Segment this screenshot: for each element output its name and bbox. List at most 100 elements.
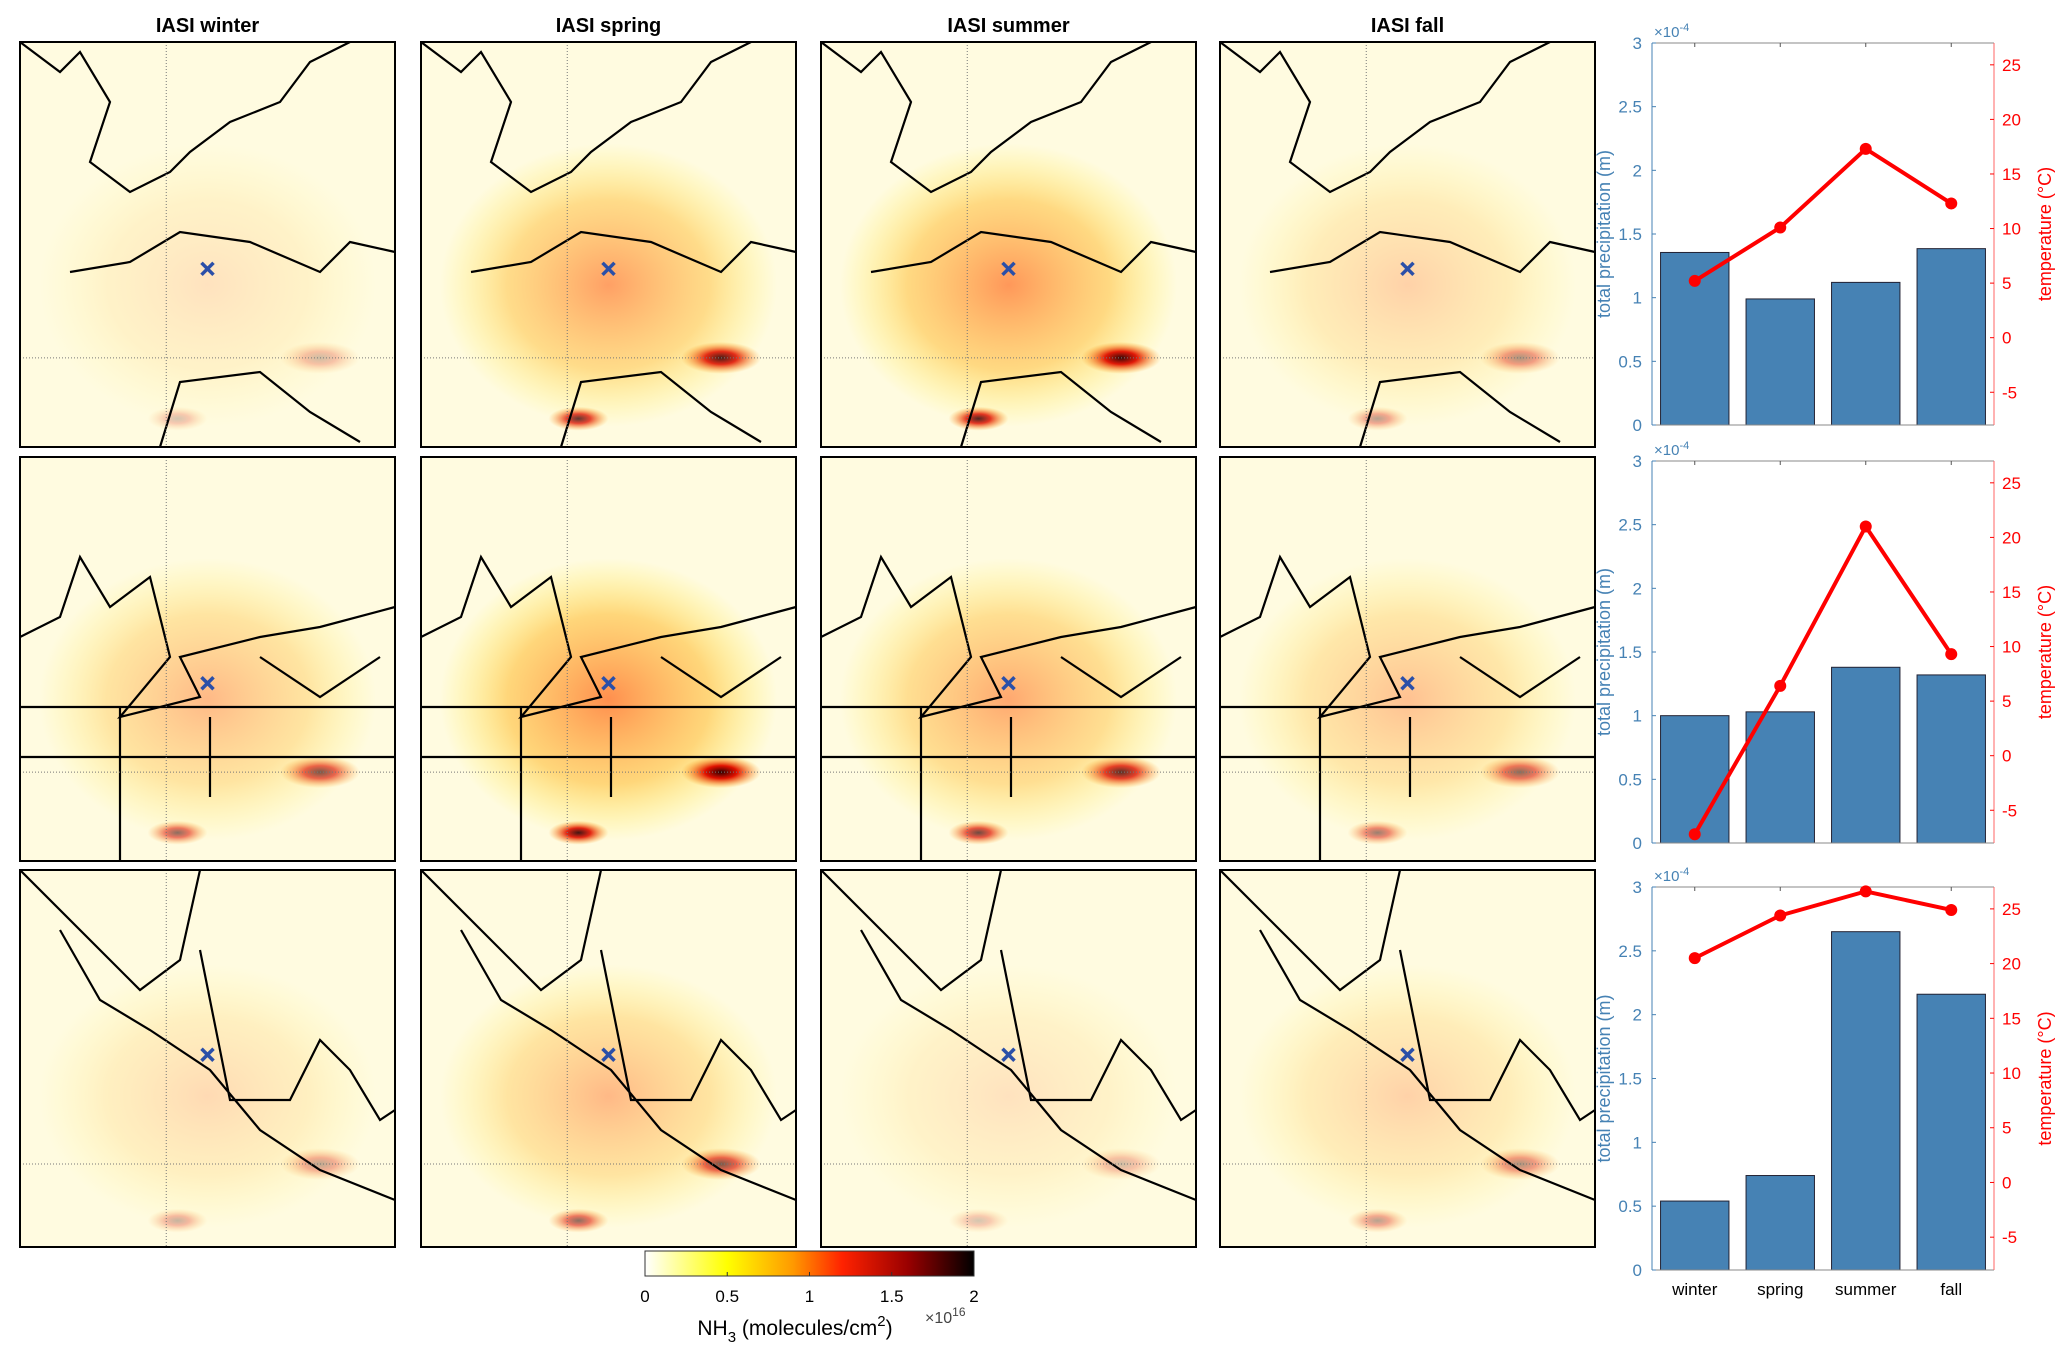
nh3-hotspot	[548, 1208, 609, 1233]
y-tick-label-left: 0.5	[1618, 352, 1642, 371]
precip-bar	[1831, 281, 1901, 426]
map-panel	[820, 41, 1197, 448]
coastline	[19, 41, 396, 448]
site-marker-icon	[200, 676, 215, 691]
y-axis-multiplier: ×10-4	[1654, 22, 1689, 41]
y-tick-label-right: 20	[2002, 955, 2021, 974]
nh3-hotspot	[1347, 1208, 1408, 1233]
coastline	[1219, 41, 1596, 448]
nh3-field	[839, 143, 1178, 427]
precip-bar	[1745, 1175, 1815, 1271]
precip-bar	[1916, 993, 1986, 1271]
map-frame	[820, 869, 1197, 1248]
colorbar-multiplier: ×1016	[925, 1305, 966, 1327]
x-tick-label: spring	[1757, 1280, 1803, 1299]
map-panel	[420, 41, 797, 448]
map-frame	[1219, 41, 1596, 448]
marker-stroke	[601, 676, 616, 691]
colorbar-label: NH3 (molecules/cm2)	[697, 1313, 892, 1346]
nh3-hotspot	[147, 1208, 208, 1233]
nh3-hotspot	[548, 406, 609, 431]
map-frame	[1219, 456, 1596, 862]
site-marker-icon	[200, 1047, 215, 1062]
temperature-line	[1693, 522, 1953, 836]
temperature-point	[1859, 520, 1872, 533]
y-tick-label-left: 3	[1633, 452, 1642, 471]
map-panel	[19, 456, 396, 862]
map-panel	[420, 869, 797, 1248]
nh3-field	[839, 558, 1178, 841]
coastline	[19, 554, 396, 862]
colorbar: 0 0.5 1 1.5 2 NH3 (molecules/cm2) ×1016	[640, 1250, 979, 1346]
nh3-field	[38, 558, 377, 841]
site-marker-icon	[1001, 676, 1016, 691]
marker-stroke	[1001, 676, 1016, 691]
precip-bar	[1916, 674, 1986, 844]
y-tick-label-left: 1	[1633, 707, 1642, 726]
y-tick-label-left: 2.5	[1618, 98, 1642, 117]
y-tick-label-right: 20	[2002, 110, 2021, 129]
y-tick-label-right: -5	[2002, 1228, 2017, 1247]
y-tick-label-left: 1.5	[1618, 225, 1642, 244]
temperature-point	[1688, 828, 1701, 841]
y-axis-label-left: total precipitation (m)	[1594, 568, 1614, 736]
y-tick-label-right: 25	[2002, 56, 2021, 75]
y-tick-label-left: 1	[1633, 289, 1642, 308]
y-tick-label-left: 0.5	[1618, 1197, 1642, 1216]
nh3-field	[439, 964, 778, 1229]
y-axis-label-right: temperature (°C)	[2035, 1011, 2055, 1145]
temperature-point	[1859, 885, 1872, 898]
temperature-line	[1693, 889, 1952, 960]
multiplier-base: ×10	[1654, 24, 1679, 41]
colorbar-tick-label: 2	[969, 1287, 978, 1306]
map-frame	[820, 456, 1197, 862]
column-title: IASI summer	[947, 15, 1069, 37]
map-panel	[19, 41, 396, 448]
nh3-field	[1238, 143, 1577, 427]
y-tick-label-right: 20	[2002, 528, 2021, 547]
multiplier-base: ×10	[1654, 442, 1679, 459]
temperature-point	[1688, 274, 1701, 287]
y-tick-label-right: 15	[2002, 1009, 2021, 1028]
map-frame	[19, 869, 396, 1248]
y-tick-label-left: 0	[1633, 1261, 1642, 1280]
map-frame	[820, 41, 1197, 448]
y-tick-label-left: 2.5	[1618, 516, 1642, 535]
precip-bar	[1831, 666, 1901, 844]
marker-stroke	[1001, 1047, 1016, 1062]
marker-stroke	[1400, 676, 1415, 691]
temperature-point	[1774, 221, 1787, 234]
y-axis-label-right: temperature (°C)	[2035, 585, 2055, 719]
coastline	[420, 554, 797, 862]
y-tick-label-left: 0	[1633, 834, 1642, 853]
y-axis-label-left: total precipitation (m)	[1594, 150, 1614, 318]
y-tick-label-right: 15	[2002, 165, 2021, 184]
marker-stroke	[1400, 1047, 1415, 1062]
nh3-hotspot	[948, 406, 1009, 431]
marker-stroke	[200, 261, 215, 277]
precip-temp-chart: 0 0.5 1 1.5 2 2.5 3 -5 0 5 10 15 20 25 ×10-4 total prec…	[1594, 22, 2055, 435]
site-marker-icon	[1400, 676, 1415, 691]
x-tick-label: fall	[1940, 1280, 1962, 1299]
y-tick-label-right: -5	[2002, 801, 2017, 820]
nh3-field	[839, 964, 1178, 1229]
site-marker-icon	[601, 1047, 616, 1062]
marker-stroke	[200, 1047, 215, 1062]
site-marker-icon	[601, 676, 616, 691]
coastline	[820, 554, 1197, 862]
map-frame	[420, 41, 797, 448]
y-tick-label-right: 15	[2002, 583, 2021, 602]
y-tick-label-left: 1	[1633, 1133, 1642, 1152]
coastline	[420, 41, 797, 448]
y-tick-label-right: 0	[2002, 747, 2011, 766]
map-panel	[1219, 41, 1596, 448]
y-axis-label-right: temperature (°C)	[2035, 167, 2055, 301]
nh3-field	[1238, 964, 1577, 1229]
nh3-field	[38, 143, 377, 427]
site-marker-icon	[1001, 1047, 1016, 1062]
precip-bar	[1660, 715, 1730, 844]
map-frame	[420, 869, 797, 1248]
multiplier-exp: -4	[1679, 22, 1689, 34]
